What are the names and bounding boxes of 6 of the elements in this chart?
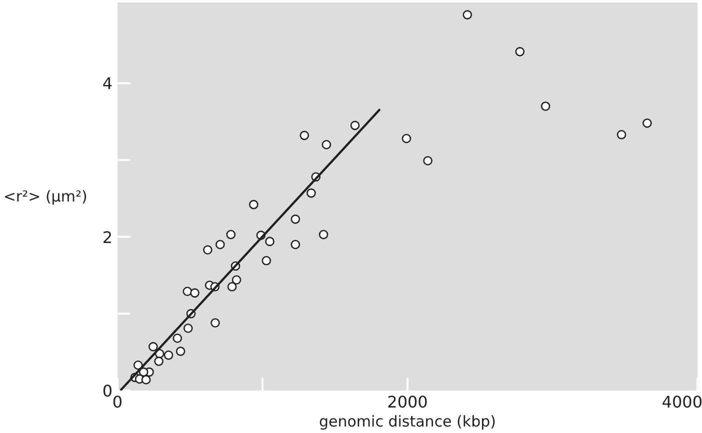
y-tick-label: 4 (102, 74, 113, 94)
y-tick-label: 2 (102, 228, 113, 247)
y-axis-title: <r²> (µm²) (3, 188, 88, 206)
x-axis-title: genomic distance (kbp) (319, 412, 496, 430)
x-tick-label: 4000 (662, 392, 702, 412)
x-tick-label: 2000 (387, 392, 428, 412)
